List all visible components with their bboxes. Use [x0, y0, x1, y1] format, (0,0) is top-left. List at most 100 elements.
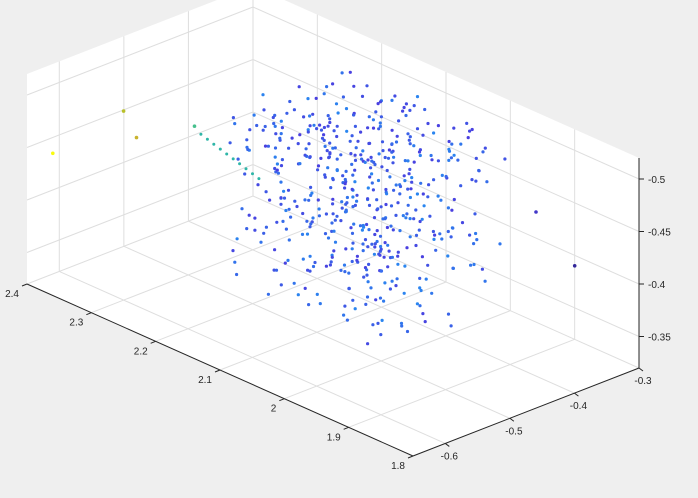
scatter-point — [474, 156, 478, 160]
scatter-point — [459, 184, 463, 188]
scatter-point — [290, 136, 294, 140]
x-tick-mark — [150, 340, 156, 344]
scatter-point — [438, 232, 442, 236]
scatter-point — [286, 258, 290, 262]
scatter-point — [370, 172, 374, 176]
scatter-point — [379, 115, 383, 119]
scatter-point — [415, 95, 420, 99]
scatter-point — [303, 286, 307, 290]
scatter-point — [331, 178, 335, 182]
scatter-point — [356, 139, 360, 143]
scatter-point — [303, 153, 307, 157]
scatter-point — [403, 264, 407, 268]
scatter-point — [376, 207, 380, 211]
scatter-point — [301, 211, 305, 216]
scatter-point — [450, 208, 454, 212]
scatter-point — [306, 268, 310, 272]
scatter-point — [306, 130, 310, 134]
scatter-point — [273, 155, 277, 159]
scatter-point — [343, 304, 347, 308]
scatter-point — [300, 232, 305, 236]
scatter-point — [361, 242, 365, 246]
scatter-point — [318, 302, 322, 306]
scatter-point — [275, 162, 279, 166]
scatter-point — [51, 151, 55, 156]
scatter-point — [382, 255, 386, 259]
scatter-point — [402, 174, 406, 178]
scatter-point — [428, 214, 432, 218]
scatter-point — [298, 162, 302, 166]
scatter-point — [423, 320, 427, 324]
scatter-point — [355, 254, 359, 258]
scatter-point — [306, 128, 310, 132]
z-grid-left-wall — [26, 111, 254, 201]
z-tick-label: -0.4 — [648, 280, 666, 291]
scatter-point — [432, 237, 436, 241]
scatter-point — [121, 109, 126, 113]
scatter-point — [264, 190, 268, 194]
scatter-point — [383, 155, 387, 160]
scatter-point — [390, 128, 394, 132]
scatter-point — [412, 160, 416, 164]
x-tick-mark — [343, 426, 349, 430]
scatter-point — [367, 115, 371, 119]
scatter-point — [394, 213, 398, 217]
scatter-point — [408, 195, 412, 200]
scatter-point — [456, 158, 460, 162]
scatter-point — [394, 284, 398, 288]
scatter-point — [289, 215, 293, 219]
scatter-point — [326, 236, 331, 240]
scatter-point — [308, 124, 312, 128]
scatter-point — [333, 146, 337, 150]
scatter-point — [307, 142, 311, 146]
scatter-point — [335, 168, 339, 173]
scatter-point — [382, 299, 386, 303]
scatter-point — [292, 108, 296, 112]
scatter-point — [379, 333, 383, 337]
scatter-point — [372, 252, 376, 256]
scatter-point — [243, 172, 247, 176]
scatter-point — [279, 202, 283, 206]
scatter-point — [274, 132, 278, 136]
scatter-point — [317, 207, 321, 211]
z-grid-right-wall — [252, 6, 640, 180]
scatter-point — [417, 228, 421, 232]
scatter-point — [355, 193, 359, 197]
scatter-point — [303, 198, 307, 202]
scatter-point — [398, 229, 402, 233]
scatter-point — [245, 138, 249, 142]
scatter-point — [231, 157, 235, 161]
scatter-point — [447, 139, 451, 144]
x-tick-label: 2.4 — [5, 289, 19, 300]
scatter-point — [350, 134, 354, 138]
scatter-point — [359, 130, 363, 134]
scatter-point — [369, 166, 373, 170]
scatter-point — [339, 219, 343, 223]
scatter-point — [312, 123, 316, 127]
scatter-point — [308, 225, 312, 229]
scatter-point — [293, 199, 297, 203]
scatter-point — [383, 281, 387, 285]
scatter-point — [405, 329, 410, 334]
scatter-point — [325, 85, 329, 89]
scatter-point — [316, 198, 320, 202]
scatter-point — [315, 292, 319, 296]
scatter-point — [431, 229, 435, 234]
scatter-point — [307, 198, 311, 202]
scatter-point — [385, 192, 389, 196]
scatter-point — [394, 183, 398, 187]
scatter-point — [262, 108, 266, 112]
scatter-point — [192, 124, 197, 128]
x-tick-label: 2.1 — [198, 375, 212, 386]
scatter-point — [280, 158, 284, 162]
scatter-point — [371, 118, 375, 122]
scatter-point — [263, 144, 268, 148]
scatter-point — [329, 260, 333, 264]
scatter-point — [391, 228, 395, 232]
scatter-point — [480, 267, 484, 271]
scatter-point — [365, 273, 369, 277]
scatter-point — [376, 102, 380, 106]
scatter-point — [375, 239, 379, 244]
scatter-point — [308, 269, 312, 273]
scatter-point — [339, 268, 343, 272]
